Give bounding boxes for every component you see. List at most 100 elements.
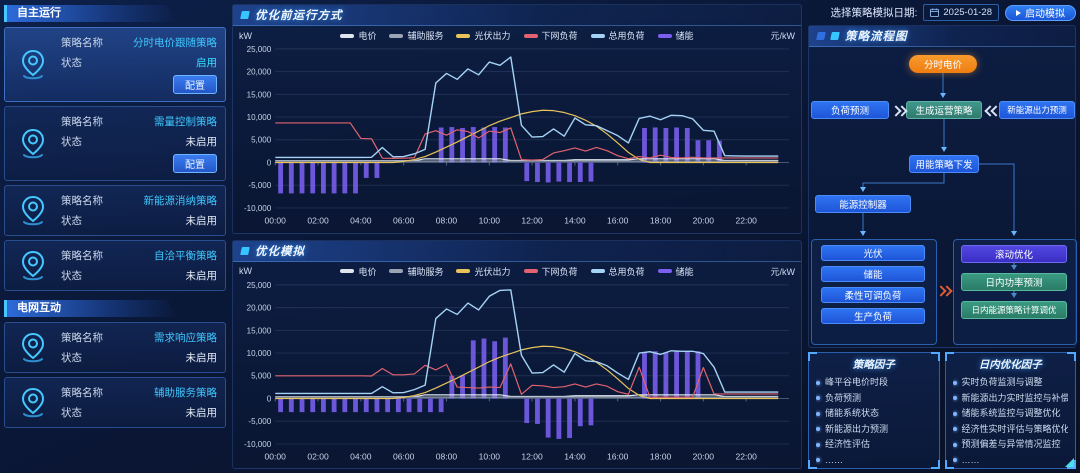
legend-swatch xyxy=(389,33,404,38)
factor-item: …… xyxy=(952,453,1069,469)
flow-node-production-load[interactable]: 生产负荷 xyxy=(821,308,925,324)
flow-node-load-forecast[interactable]: 负荷预测 xyxy=(811,101,889,119)
flow-node-generate-strategy[interactable]: 生成运营策略 xyxy=(906,101,982,119)
factor-item: 新能源出力预测 xyxy=(816,422,932,438)
panel-icon xyxy=(240,11,250,19)
panel-icon xyxy=(830,32,840,40)
corner-bracket xyxy=(808,352,817,361)
panel-intraday-factors: 日内优化因子 实时负荷监测与调整 新能源出力实时监控与补偿 储能系统监控与调整优化经… xyxy=(944,352,1076,469)
pin-icon-wrap xyxy=(13,331,53,365)
ess-bar xyxy=(502,337,508,398)
strategy-card[interactable]: 策略名称 需求响应策略 状态 未启用 xyxy=(4,322,226,373)
start-simulation-button[interactable]: 启动模拟 xyxy=(1005,4,1076,21)
legend-item[interactable]: 储能 xyxy=(657,29,694,42)
strategy-card[interactable]: 策略名称 需量控制策略 状态 未启用 配置 xyxy=(4,106,226,181)
pin-icon-wrap xyxy=(13,249,53,283)
strategy-card[interactable]: 策略名称 新能源消纳策略 状态 未启用 xyxy=(4,185,226,236)
x-tick-label: 14:00 xyxy=(564,216,586,226)
strategy-card[interactable]: 策略名称 自洽平衡策略 状态 未启用 xyxy=(4,240,226,291)
factor-text: 储能系统监控与调整优化 xyxy=(961,408,1061,418)
corner-bracket xyxy=(944,352,954,361)
ess-bar xyxy=(502,127,508,163)
y-tick-label: -10,000 xyxy=(244,439,272,448)
intraday-factor-list: 实时负荷监测与调整 新能源出力实时监控与补偿 储能系统监控与调整优化 经济性实时评估与… xyxy=(952,375,1069,469)
chart-legend: 电价 辅助服务 光伏出力 下网负荷 总用负荷 储能 xyxy=(285,265,749,278)
flow-node-renewable-forecast[interactable]: 新能源出力预测 xyxy=(999,101,1075,119)
ess-bar xyxy=(545,397,551,438)
ess-bar xyxy=(556,397,562,439)
ess-bar xyxy=(331,397,337,412)
configure-button[interactable]: 配置 xyxy=(173,154,217,173)
ess-bar xyxy=(524,397,530,423)
ess-bar xyxy=(535,397,540,424)
ess-bar xyxy=(299,397,305,412)
card-name-row: 策略名称 新能源消纳策略 xyxy=(61,193,217,208)
configure-button[interactable]: 配置 xyxy=(173,75,217,94)
legend-item[interactable]: 电价 xyxy=(340,29,376,42)
x-tick-label: 20:00 xyxy=(693,216,715,226)
factor-item: 新能源出力实时监控与补偿 xyxy=(952,391,1068,407)
legend-item[interactable]: 储能 xyxy=(657,265,694,278)
flow-node-intraday-power-forecast[interactable]: 日内功率预测 xyxy=(961,273,1067,291)
strategy-name: 自洽平衡策略 xyxy=(154,250,217,262)
corner-bracket xyxy=(1067,460,1076,469)
location-pin-icon xyxy=(21,387,45,417)
ess-bar xyxy=(492,127,498,163)
x-tick-label: 08:00 xyxy=(436,451,458,461)
corner-bracket xyxy=(930,352,940,361)
legend-swatch xyxy=(523,33,538,38)
legend-item[interactable]: 总用负荷 xyxy=(590,265,645,278)
y-tick-label: 0 xyxy=(267,394,272,403)
flow-node-tou-price[interactable]: 分时电价 xyxy=(909,55,977,73)
legend-swatch xyxy=(590,269,605,273)
legend-label: 下网负荷 xyxy=(541,31,578,41)
strategy-name: 辅助服务策略 xyxy=(154,387,217,399)
legend-label: 总用负荷 xyxy=(608,31,645,41)
ess-bar xyxy=(310,162,316,194)
legend-swatch xyxy=(456,33,471,38)
date-picker[interactable]: 2025-01-28 xyxy=(923,4,999,21)
legend-label: 储能 xyxy=(675,266,694,277)
flow-node-rolling-optimization[interactable]: 滚动优化 xyxy=(961,245,1067,263)
legend-item[interactable]: 光伏出力 xyxy=(456,265,511,278)
name-label: 策略名称 xyxy=(61,37,103,49)
status-label: 状态 xyxy=(61,136,82,148)
strategy-name: 分时电价跟随策略 xyxy=(133,37,217,49)
x-tick-label: 20:00 xyxy=(693,451,715,461)
legend-item[interactable]: 总用负荷 xyxy=(590,29,645,42)
legend-item[interactable]: 辅助服务 xyxy=(389,265,443,278)
ess-bar xyxy=(406,397,412,412)
strategy-flowchart: 分时电价 负荷预测 生成运营策略 新能源出力预测 用能策略下发 能源控制器 光伏… xyxy=(809,47,1077,347)
legend-item[interactable]: 辅助服务 xyxy=(389,29,443,42)
legend-swatch xyxy=(340,33,355,38)
flow-node-flexible-load[interactable]: 柔性可调负荷 xyxy=(821,287,925,303)
flow-node-pv[interactable]: 光伏 xyxy=(821,245,925,261)
strategy-card[interactable]: 策略名称 分时电价跟随策略 状态 启用 配置 xyxy=(4,27,226,102)
legend-item[interactable]: 下网负荷 xyxy=(523,265,578,278)
bullet-dot-icon xyxy=(816,380,820,385)
x-tick-label: 18:00 xyxy=(650,216,672,226)
flow-node-strategy-dispatch[interactable]: 用能策略下发 xyxy=(909,155,979,173)
strategy-card[interactable]: 策略名称 辅助服务策略 状态 未启用 xyxy=(4,377,226,428)
ess-bar xyxy=(481,127,487,163)
flow-node-ess[interactable]: 储能 xyxy=(821,266,925,282)
factor-item: 负荷预测 xyxy=(816,391,932,407)
x-tick-label: 12:00 xyxy=(521,216,543,226)
bullet-dot-icon xyxy=(952,411,957,416)
card-status-row: 状态 未启用 xyxy=(61,350,217,365)
legend-item[interactable]: 光伏出力 xyxy=(456,29,511,42)
y-tick-label: 25,000 xyxy=(247,45,272,54)
flow-node-intraday-strategy-tuning[interactable]: 日内能源策略计算调优 xyxy=(961,301,1067,319)
y-tick-label: 15,000 xyxy=(247,326,272,335)
legend-item[interactable]: 下网负荷 xyxy=(523,29,578,42)
ess-bar xyxy=(321,162,326,194)
series-line-下网负荷 xyxy=(275,362,779,398)
legend-label: 储能 xyxy=(675,31,694,41)
grid-interaction-card-list: 策略名称 需求响应策略 状态 未启用 策略名称 辅助服务策略 状态 未启用 xyxy=(4,322,226,428)
panel-icon xyxy=(816,32,826,40)
flow-node-energy-controller[interactable]: 能源控制器 xyxy=(815,195,911,213)
play-icon xyxy=(1016,9,1021,16)
factor-text: 预测偏差与异常情况监控 xyxy=(961,439,1061,449)
optimization-simulation-chart: 25,000 20,000 15,000 10,000 5,000 0 -5,000 -10,… xyxy=(244,280,789,461)
legend-item[interactable]: 电价 xyxy=(340,265,376,278)
